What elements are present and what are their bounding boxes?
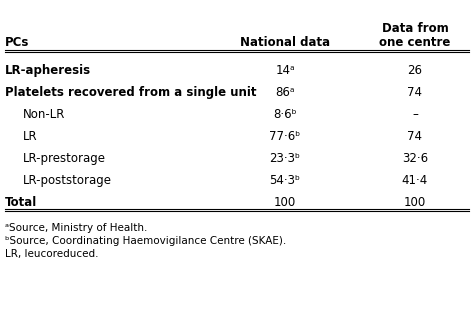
Text: LR-poststorage: LR-poststorage <box>23 174 112 187</box>
Text: –: – <box>412 108 418 121</box>
Text: LR-prestorage: LR-prestorage <box>23 152 106 165</box>
Text: Platelets recovered from a single unit: Platelets recovered from a single unit <box>5 86 256 99</box>
Text: 8·6ᵇ: 8·6ᵇ <box>273 108 297 121</box>
Text: LR: LR <box>23 130 37 143</box>
Text: Non-LR: Non-LR <box>23 108 65 121</box>
Text: Data from: Data from <box>382 22 448 35</box>
Text: 26: 26 <box>408 64 422 77</box>
Text: ᵃSource, Ministry of Health.: ᵃSource, Ministry of Health. <box>5 223 147 233</box>
Text: National data: National data <box>240 36 330 49</box>
Text: one centre: one centre <box>379 36 451 49</box>
Text: 100: 100 <box>274 196 296 209</box>
Text: 41·4: 41·4 <box>402 174 428 187</box>
Text: 74: 74 <box>408 130 422 143</box>
Text: 86ᵃ: 86ᵃ <box>275 86 295 99</box>
Text: PCs: PCs <box>5 36 29 49</box>
Text: 23·3ᵇ: 23·3ᵇ <box>270 152 301 165</box>
Text: 32·6: 32·6 <box>402 152 428 165</box>
Text: ᵇSource, Coordinating Haemovigilance Centre (SKAE).: ᵇSource, Coordinating Haemovigilance Cen… <box>5 236 286 246</box>
Text: 74: 74 <box>408 86 422 99</box>
Text: 54·3ᵇ: 54·3ᵇ <box>270 174 301 187</box>
Text: LR, leucoreduced.: LR, leucoreduced. <box>5 249 99 259</box>
Text: Total: Total <box>5 196 37 209</box>
Text: LR-apheresis: LR-apheresis <box>5 64 91 77</box>
Text: 100: 100 <box>404 196 426 209</box>
Text: 77·6ᵇ: 77·6ᵇ <box>269 130 301 143</box>
Text: 14ᵃ: 14ᵃ <box>275 64 295 77</box>
